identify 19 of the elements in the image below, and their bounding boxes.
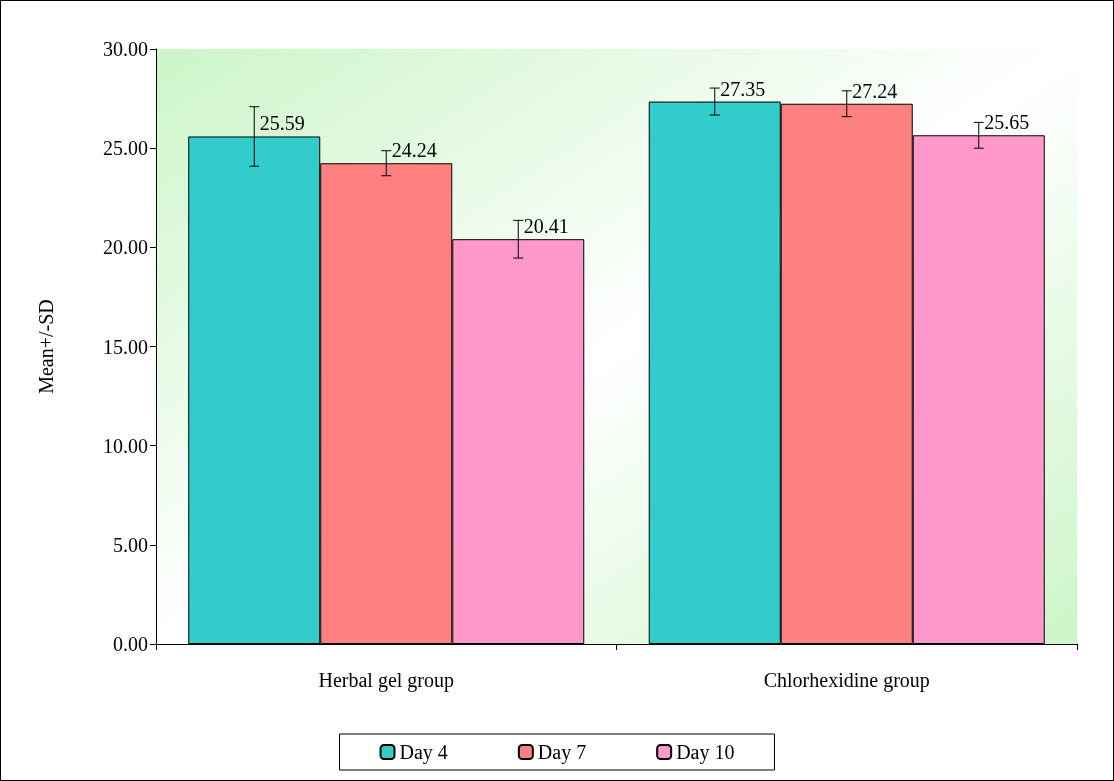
y-tick-label: 15.00 <box>103 335 148 358</box>
data-label: 27.24 <box>852 79 898 102</box>
y-tick-label: 20.00 <box>103 236 148 259</box>
y-tick-label: 30.00 <box>103 38 148 60</box>
data-label: 25.65 <box>984 111 1030 134</box>
legend-label: Day 7 <box>537 741 587 764</box>
x-tick-label: Herbal gel group <box>318 669 455 692</box>
y-tick-label: 10.00 <box>103 434 148 457</box>
y-tick-label: 5.00 <box>113 533 148 556</box>
data-label: 24.24 <box>391 139 437 162</box>
data-label: 20.41 <box>523 215 569 238</box>
y-tick-label: 0.00 <box>113 633 148 655</box>
legend-label: Day 4 <box>399 741 448 764</box>
y-axis-title: Mean+/-SD <box>35 299 57 394</box>
y-tick-label: 25.00 <box>103 137 148 160</box>
data-label: 27.35 <box>720 77 766 100</box>
legend-label: Day 10 <box>676 741 735 764</box>
data-label: 25.59 <box>259 112 305 135</box>
x-tick-label: Chlorhexidine group <box>763 669 930 692</box>
